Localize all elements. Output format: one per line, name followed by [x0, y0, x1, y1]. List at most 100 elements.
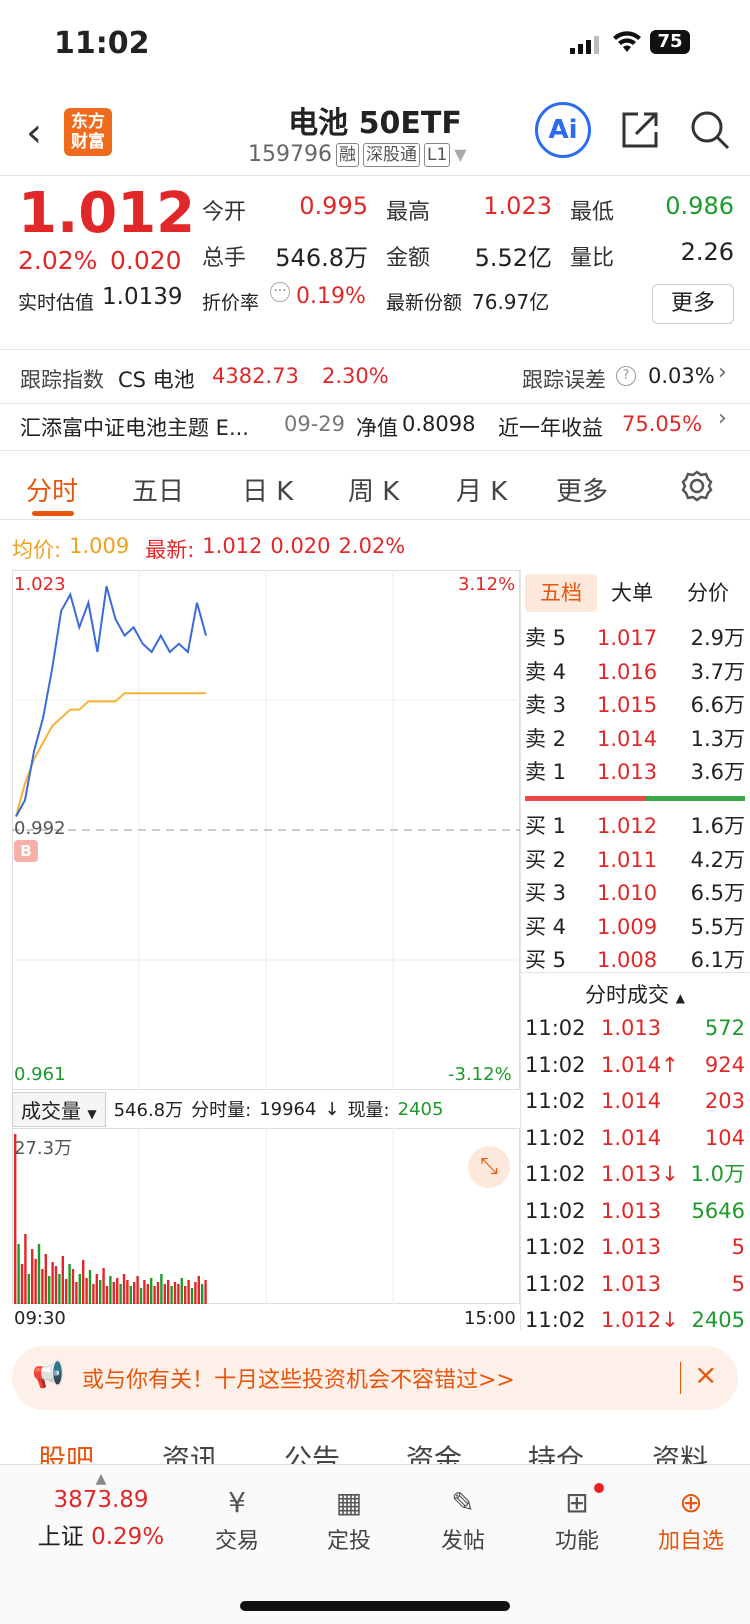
prev-close-label: 0.992: [14, 818, 66, 839]
nav-trade[interactable]: ¥ 交易: [192, 1483, 282, 1555]
section-tabs: 股吧 资讯 公告 资金 持仓 资料: [0, 1424, 750, 1464]
volume-bar: [109, 1276, 112, 1304]
fund-nav-label: 净值: [356, 416, 398, 440]
bid-row: 买 2 1.011 4.2万: [525, 847, 745, 872]
trade-row: 11:02 1.012↓ 2405: [525, 1308, 745, 1332]
trade-row: 11:02 1.014↑ 924: [525, 1052, 745, 1077]
nav-add-watch[interactable]: ⊕ 加自选: [646, 1483, 736, 1555]
volume-bar: [37, 1244, 41, 1304]
tag-margin: 融: [335, 142, 359, 167]
tab-more[interactable]: 更多: [556, 477, 609, 507]
tab-five-levels[interactable]: 五档: [525, 574, 597, 612]
tab-big-orders[interactable]: 大单: [611, 581, 653, 605]
book-divider: [520, 570, 521, 1330]
volume-bar: [187, 1280, 190, 1304]
status-bar: 11:02 75: [0, 0, 750, 90]
tab-intraday[interactable]: 分时: [26, 477, 79, 507]
tab-funds[interactable]: 资金: [406, 1443, 463, 1464]
ask-row: 卖 2 1.014 1.3万: [525, 726, 745, 751]
volume-select[interactable]: 成交量 ▼: [12, 1091, 106, 1127]
volume-chart[interactable]: [12, 1128, 520, 1304]
tracking-error-label: 跟踪误差: [522, 368, 606, 392]
tab-notice[interactable]: 公告: [284, 1443, 341, 1464]
volume-bar: [160, 1274, 163, 1304]
index-ticker[interactable]: ▲ 3873.89 上证 0.29%: [37, 1471, 165, 1550]
volume-bar: [194, 1282, 197, 1304]
back-icon[interactable]: ‹: [26, 110, 42, 156]
promo-banner[interactable]: 📢 或与你有关！十月这些投资机会不容错过>> ×: [12, 1346, 738, 1410]
tab-month-k[interactable]: 月 K: [456, 477, 508, 507]
chevron-down-icon[interactable]: ▼: [454, 145, 467, 164]
expand-icon[interactable]: ⤡: [468, 1146, 510, 1188]
time-end-label: 15:00: [464, 1308, 516, 1329]
tag-connect: 深股通: [362, 142, 420, 167]
edit-icon: ✎: [451, 1486, 475, 1519]
volume-bar: [31, 1249, 34, 1304]
low-label: 最低: [570, 200, 615, 225]
volume-bar: [51, 1262, 54, 1304]
volume-bar: [65, 1279, 68, 1304]
tracking-label: 跟踪指数: [20, 368, 104, 392]
volume-bar: [201, 1284, 204, 1304]
trade-row: 11:02 1.013 5: [525, 1271, 745, 1296]
megaphone-icon: 📢: [32, 1360, 65, 1390]
trade-row: 11:02 1.013 572: [525, 1016, 745, 1040]
help-icon[interactable]: ?: [616, 366, 636, 386]
tab-week-k[interactable]: 周 K: [348, 477, 400, 507]
tracking-row[interactable]: 跟踪指数 CS 电池 4382.73 2.30% 跟踪误差 ? 0.03% ›: [0, 350, 750, 404]
volume-bar: [78, 1274, 81, 1304]
ai-button[interactable]: Ai: [535, 102, 591, 158]
volume-header: 成交量 ▼ 546.8万 分时量: 19964 ↓ 现量: 2405: [12, 1091, 520, 1127]
low-value: 0.986: [665, 192, 734, 220]
yen-cycle-icon: ¥: [228, 1486, 246, 1519]
buy-marker-icon[interactable]: B: [14, 840, 38, 862]
tracking-value: 4382.73: [212, 364, 299, 388]
nav-invest[interactable]: ▦ 定投: [304, 1483, 394, 1555]
volume-bar: [129, 1286, 132, 1304]
volume-bar: [92, 1284, 95, 1304]
stock-code: 159796: [248, 142, 332, 167]
tab-profile[interactable]: 资料: [652, 1443, 709, 1464]
nav-post[interactable]: ✎ 发帖: [418, 1483, 508, 1555]
tab-price-dist[interactable]: 分价: [687, 581, 729, 605]
avg-price-line: [15, 692, 206, 817]
apps-icon: ⊞: [565, 1486, 589, 1519]
open-label: 今开: [202, 200, 247, 225]
share-value: 76.97亿: [472, 290, 550, 314]
tab-5day[interactable]: 五日: [132, 477, 185, 507]
fund-row[interactable]: 汇添富中证电池主题 E... 09-29 净值 0.8098 近一年收益 75.…: [0, 404, 750, 450]
bid-row: 买 3 1.010 6.5万: [525, 881, 745, 905]
intraday-chart[interactable]: [12, 570, 520, 1090]
bid-ask-bar: [525, 796, 745, 801]
info-icon[interactable]: ···: [270, 282, 290, 302]
tab-day-k[interactable]: 日 K: [242, 477, 294, 507]
fund-name: 汇添富中证电池主题 E...: [20, 416, 249, 440]
tab-forum[interactable]: 股吧: [38, 1443, 95, 1464]
volume-bar: [204, 1280, 207, 1304]
bid-row: 买 1 1.012 1.6万: [525, 814, 745, 838]
nav-functions[interactable]: ⊞ 功能: [532, 1483, 622, 1555]
settings-icon[interactable]: [680, 469, 714, 503]
share-icon[interactable]: [618, 108, 662, 152]
volume-bar: [75, 1282, 78, 1304]
stock-subline: 159796 融 深股通 L1 ▼: [248, 142, 467, 167]
volume-bar: [27, 1274, 30, 1304]
volume-bar: [82, 1260, 85, 1304]
volume-bar: [17, 1244, 20, 1304]
period-tabs: 分时 五日 日 K 周 K 月 K 更多: [0, 450, 750, 520]
volume-bar: [116, 1278, 119, 1304]
volume-bar: [61, 1256, 64, 1304]
volume-bar: [119, 1284, 122, 1304]
volume-bar: [88, 1270, 92, 1304]
tab-news[interactable]: 资讯: [162, 1443, 219, 1464]
search-icon[interactable]: [688, 108, 732, 152]
more-button[interactable]: 更多: [652, 284, 734, 324]
volume-bar: [85, 1278, 88, 1304]
pct-min-label: -3.12%: [448, 1064, 512, 1085]
fund-return-label: 近一年收益: [498, 416, 603, 440]
volume-bar: [122, 1274, 126, 1304]
trades-header[interactable]: 分时成交 ▲: [520, 972, 750, 1009]
tab-holdings[interactable]: 持仓: [528, 1443, 585, 1464]
volume-bar: [146, 1284, 149, 1304]
close-icon[interactable]: ×: [694, 1358, 718, 1391]
